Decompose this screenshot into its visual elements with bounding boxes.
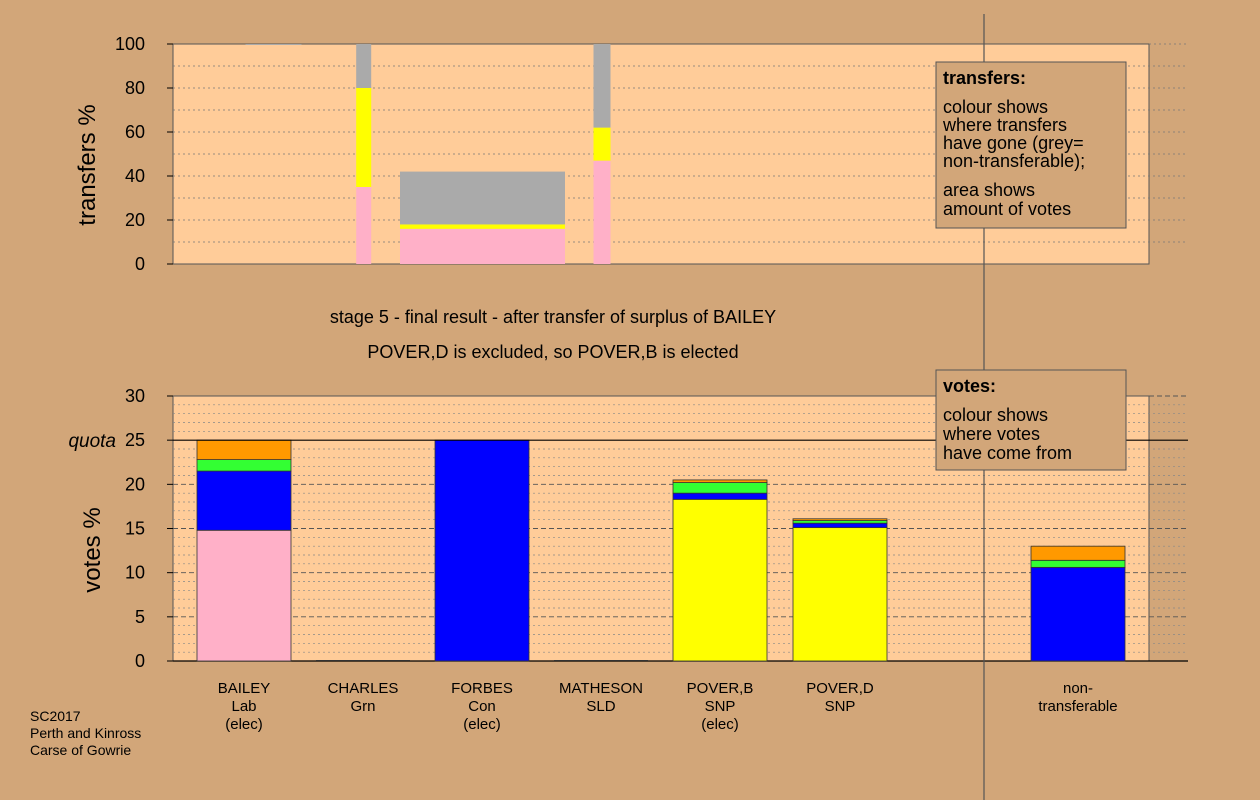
transfer-bar-bailey-segment <box>245 44 302 45</box>
vote-bar-bailey-segment <box>196 459 292 472</box>
transfer-bars <box>245 44 611 264</box>
top-y-axis-label: transfers % <box>74 104 101 225</box>
vote-bar-forbes-segment <box>434 439 530 662</box>
votes-legend-line-3: have come from <box>943 443 1072 463</box>
transfer-bar-poverd-segment <box>593 160 611 264</box>
transfers-legend-line-4: non-transferable); <box>943 151 1085 171</box>
votes-legend-box <box>935 369 1127 471</box>
vote-bar-non-segment <box>1030 566 1126 662</box>
bottom-tick-label: 5 <box>135 607 145 627</box>
transfer-bar-matheson-segment <box>400 224 565 229</box>
transfer-bar-matheson-segment <box>400 171 565 225</box>
vote-bar-non-segment <box>1030 545 1126 561</box>
caption-line-1: stage 5 - final result - after transfer … <box>330 307 776 327</box>
candidate-label-charles-line-2: Grn <box>350 698 375 715</box>
candidate-label-non-line-2: transferable <box>1038 698 1117 715</box>
transfers-legend: transfers: colour shows where transfers … <box>935 61 1127 229</box>
top-tick-label: 100 <box>115 34 145 54</box>
footnote-line-2: Perth and Kinross <box>30 725 141 741</box>
vote-bar-poverb-segment <box>672 492 768 500</box>
footnote-line-1: SC2017 <box>30 708 81 724</box>
vote-bar-poverb-segment <box>672 479 768 483</box>
caption-line-2: POVER,D is excluded, so POVER,B is elect… <box>367 342 738 362</box>
top-tick-label: 20 <box>125 210 145 230</box>
bottom-tick-label: 20 <box>125 474 145 494</box>
vote-bar-bailey-segment <box>196 470 292 531</box>
vote-bar-poverd-segment <box>792 527 888 662</box>
top-tick-label: 80 <box>125 78 145 98</box>
candidate-label-bailey-line-2: Lab <box>231 698 256 715</box>
bottom-tick-label: 30 <box>125 386 145 406</box>
top-tick-label: 40 <box>125 166 145 186</box>
transfer-bar-poverd-segment <box>593 44 611 128</box>
vote-bar-poverd-segment <box>792 518 888 521</box>
votes-legend-line-1: colour shows <box>943 405 1048 425</box>
quota-label: quota <box>68 431 116 452</box>
transfers-legend-line-6: amount of votes <box>943 199 1071 219</box>
vote-bar-bailey-segment <box>196 529 292 662</box>
candidate-label-non-line-1: non- <box>1063 680 1093 697</box>
bottom-tick-label: 25 <box>125 430 145 450</box>
candidate-label-poverd-line-2: SNP <box>825 698 856 715</box>
transfer-bar-poverd-segment <box>593 127 611 161</box>
bottom-y-ticks: 0 5 10 15 20 30 25 <box>125 386 173 671</box>
votes-legend-title: votes: <box>943 376 996 396</box>
bottom-tick-label: 15 <box>125 519 145 539</box>
candidate-label-poverb-line-3: (elec) <box>701 716 739 733</box>
vote-bar-poverb-segment <box>672 482 768 494</box>
footnote: SC2017 Perth and Kinross Carse of Gowrie <box>30 708 141 758</box>
transfer-bar-matheson-segment <box>400 228 565 264</box>
transfer-bar-charles-segment <box>356 88 372 187</box>
candidate-labels: BAILEYLab(elec)CHARLESGrnFORBESCon(elec)… <box>218 680 1118 733</box>
footnote-line-3: Carse of Gowrie <box>30 742 131 758</box>
candidate-label-forbes-line-2: Con <box>468 698 496 715</box>
candidate-label-poverb-line-1: POVER,B <box>687 680 754 697</box>
candidate-label-charles-line-1: CHARLES <box>328 680 399 697</box>
votes-legend-line-2: where votes <box>942 424 1040 444</box>
transfers-legend-line-1: colour shows <box>943 97 1048 117</box>
candidate-label-bailey-line-1: BAILEY <box>218 680 271 697</box>
candidate-label-poverb-line-2: SNP <box>705 698 736 715</box>
bottom-tick-label: 10 <box>125 563 145 583</box>
candidate-label-matheson-line-2: SLD <box>586 698 615 715</box>
transfers-legend-title: transfers: <box>943 68 1026 88</box>
candidate-label-forbes-line-1: FORBES <box>451 680 513 697</box>
candidate-label-poverd-line-1: POVER,D <box>806 680 874 697</box>
candidate-label-bailey-line-3: (elec) <box>225 716 263 733</box>
candidate-label-forbes-line-3: (elec) <box>463 716 501 733</box>
transfers-legend-line-2: where transfers <box>942 115 1067 135</box>
transfer-bar-charles-segment <box>356 187 372 264</box>
transfers-legend-box <box>935 61 1127 229</box>
bottom-tick-label: 0 <box>135 651 145 671</box>
transfers-legend-line-5: area shows <box>943 180 1035 200</box>
vote-bar-bailey-segment <box>196 439 292 460</box>
votes-legend: votes: colour shows where votes have com… <box>935 369 1127 471</box>
top-tick-label: 60 <box>125 122 145 142</box>
bottom-y-axis-label: votes % <box>79 507 106 592</box>
transfer-bar-charles-segment <box>356 44 372 88</box>
vote-bar-poverd-segment <box>792 522 888 529</box>
vote-bar-poverb-segment <box>672 498 768 662</box>
vote-bar-non-segment <box>1030 559 1126 568</box>
top-tick-label: 0 <box>135 254 145 274</box>
transfers-legend-line-3: have gone (grey= <box>943 133 1084 153</box>
vote-bars <box>196 439 1126 662</box>
chart-caption: stage 5 - final result - after transfer … <box>330 307 776 362</box>
candidate-label-matheson-line-1: MATHESON <box>559 680 643 697</box>
vote-bar-matheson-segment <box>554 660 648 661</box>
top-y-ticks: 0 20 40 60 80 100 <box>115 34 173 274</box>
vote-bar-charles-segment <box>316 660 410 661</box>
